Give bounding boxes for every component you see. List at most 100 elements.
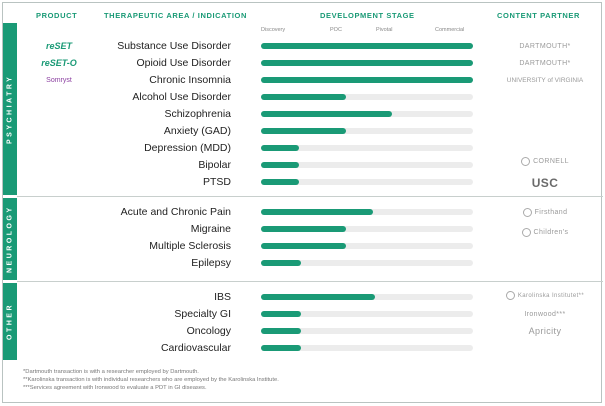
partner-cornell: CORNELL bbox=[499, 153, 591, 170]
indication-row: Depression (MDD) bbox=[3, 140, 603, 157]
progress-bar bbox=[261, 226, 346, 232]
stage-label-poc: POC bbox=[330, 27, 342, 33]
stage-track bbox=[261, 43, 473, 49]
progress-bar bbox=[261, 243, 346, 249]
progress-bar bbox=[261, 345, 301, 351]
progress-bar bbox=[261, 77, 473, 83]
stage-track bbox=[261, 294, 473, 300]
indication-label: Alcohol Use Disorder bbox=[132, 91, 231, 103]
stage-track bbox=[261, 226, 473, 232]
indication-row: Cardiovascular bbox=[3, 340, 603, 357]
progress-bar bbox=[261, 60, 473, 66]
stage-label-pivotal: Pivotal bbox=[376, 27, 393, 33]
stage-label-commercial: Commercial bbox=[435, 27, 465, 33]
indication-label: Multiple Sclerosis bbox=[149, 240, 231, 252]
partner-karolinska: Karolinska Institutet** bbox=[499, 288, 591, 305]
partner-dartmouth: DARTMOUTH* bbox=[519, 60, 571, 67]
indication-row: Substance Use Disorder bbox=[3, 38, 603, 55]
neurology-band bbox=[3, 198, 17, 280]
childrens-logo-icon bbox=[521, 227, 531, 237]
progress-bar bbox=[261, 328, 301, 334]
indication-label: Migraine bbox=[190, 223, 231, 235]
indication-label: IBS bbox=[214, 291, 231, 303]
indication-label: Substance Use Disorder bbox=[117, 40, 231, 52]
progress-bar bbox=[261, 311, 301, 317]
stage-track bbox=[261, 243, 473, 249]
product-reset: reSET bbox=[45, 41, 72, 51]
psychiatry-band bbox=[3, 23, 17, 195]
indication-row: IBS bbox=[3, 289, 603, 306]
indication-row: Multiple Sclerosis bbox=[3, 238, 603, 255]
partner-usc: USC bbox=[531, 176, 559, 190]
partner-childrens: Children's bbox=[499, 224, 591, 241]
indication-label: Oncology bbox=[186, 325, 231, 337]
partner-header: CONTENT PARTNER bbox=[497, 11, 581, 20]
progress-bar bbox=[261, 145, 299, 151]
stage-track bbox=[261, 60, 473, 66]
stage-track bbox=[261, 345, 473, 351]
footnote: **Karolinska transaction is with individ… bbox=[23, 377, 279, 383]
indication-label: PTSD bbox=[202, 176, 231, 188]
product-reset-o: reSET-O bbox=[41, 58, 77, 68]
stage-track bbox=[261, 77, 473, 83]
indication-row: Epilepsy bbox=[3, 255, 603, 272]
indication-row: Bipolar bbox=[3, 157, 603, 174]
progress-bar bbox=[261, 260, 301, 266]
section-divider bbox=[17, 196, 603, 197]
indication-label: Anxiety (GAD) bbox=[163, 125, 231, 137]
hand-icon bbox=[522, 207, 532, 217]
footnote: *Dartmouth transaction is with a researc… bbox=[23, 369, 199, 375]
partner-firsthand: Firsthand bbox=[499, 204, 591, 221]
progress-bar bbox=[261, 162, 299, 168]
stage-track bbox=[261, 162, 473, 168]
indication-label: Opioid Use Disorder bbox=[136, 57, 231, 69]
indication-label: Depression (MDD) bbox=[144, 142, 231, 154]
product-somryst: Somryst bbox=[46, 77, 72, 84]
indication-label: Bipolar bbox=[198, 159, 231, 171]
stage-track bbox=[261, 179, 473, 185]
progress-bar bbox=[261, 128, 346, 134]
progress-bar bbox=[261, 94, 346, 100]
indication-row: Opioid Use Disorder bbox=[3, 55, 603, 72]
indication-row: Acute and Chronic Pain bbox=[3, 204, 603, 221]
indication-label: Specialty GI bbox=[174, 308, 231, 320]
indication-row: Oncology bbox=[3, 323, 603, 340]
progress-bar bbox=[261, 209, 373, 215]
stage-track bbox=[261, 311, 473, 317]
section-divider bbox=[17, 281, 603, 282]
indication-label: Chronic Insomnia bbox=[149, 74, 231, 86]
indication-row: Alcohol Use Disorder bbox=[3, 89, 603, 106]
indication-label: Schizophrenia bbox=[164, 108, 231, 120]
other-band bbox=[3, 283, 17, 360]
stage-track bbox=[261, 328, 473, 334]
progress-bar bbox=[261, 111, 392, 117]
indication-label: Cardiovascular bbox=[160, 342, 231, 354]
indication-label: Epilepsy bbox=[191, 257, 231, 269]
partner-dartmouth: DARTMOUTH* bbox=[519, 43, 571, 50]
stage-track bbox=[261, 145, 473, 151]
product-header: PRODUCT bbox=[36, 11, 78, 20]
stage-track bbox=[261, 260, 473, 266]
partner-apricity: Apricity bbox=[528, 326, 562, 336]
stage-label-discovery: Discovery bbox=[261, 27, 286, 33]
indication-row: Chronic Insomnia bbox=[3, 72, 603, 89]
stage-track bbox=[261, 209, 473, 215]
progress-bar bbox=[261, 43, 473, 49]
progress-bar bbox=[261, 179, 299, 185]
karolinska-seal-icon bbox=[505, 290, 515, 300]
indication-row: Specialty GI bbox=[3, 306, 603, 323]
indication-row: Schizophrenia bbox=[3, 106, 603, 123]
area-header: THERAPEUTIC AREA / INDICATION bbox=[104, 11, 247, 20]
indication-row: Migraine bbox=[3, 221, 603, 238]
indication-row: Anxiety (GAD) bbox=[3, 123, 603, 140]
stage-header: DEVELOPMENT STAGE bbox=[320, 11, 415, 20]
partner-virginia: UNIVERSITY of VIRGINIA bbox=[506, 77, 584, 84]
stage-track bbox=[261, 111, 473, 117]
indication-row: PTSD bbox=[3, 174, 603, 191]
stage-track bbox=[261, 128, 473, 134]
footnote: ***Services agreement with Ironwood to e… bbox=[23, 385, 207, 391]
indication-label: Acute and Chronic Pain bbox=[120, 206, 231, 218]
partner-ironwood: Ironwood*** bbox=[524, 311, 566, 318]
stage-track bbox=[261, 94, 473, 100]
